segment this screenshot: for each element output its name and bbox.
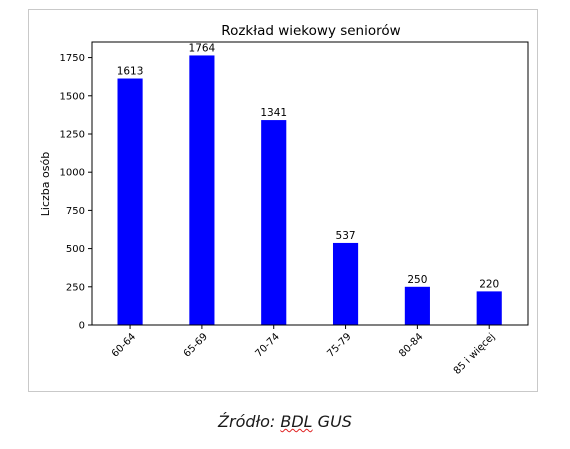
- x-tick-label: 80-84: [397, 331, 425, 359]
- caption-suffix: GUS: [312, 412, 352, 431]
- data-label: 537: [336, 230, 356, 242]
- bar: [117, 78, 143, 325]
- y-axis-label: Liczba osób: [39, 152, 52, 216]
- bar: [404, 286, 430, 325]
- bar: [332, 242, 359, 325]
- x-tick-label: 65-69: [182, 331, 210, 359]
- x-tick-label: 85 i więcej: [452, 331, 498, 377]
- y-tick-label: 750: [66, 206, 85, 217]
- bar: [261, 120, 287, 325]
- caption-underlined-word: BDL: [280, 412, 313, 431]
- data-label: 220: [479, 278, 499, 290]
- plot-area-frame: [91, 41, 529, 326]
- chart-title: Rozkład wiekowy seniorów: [221, 23, 400, 39]
- data-label: 250: [407, 274, 427, 286]
- caption-prefix: Źródło:: [218, 412, 281, 431]
- source-caption: Źródło: BDL GUS: [0, 412, 570, 431]
- x-tick-label: 75-79: [325, 331, 353, 359]
- y-tick-label: 1500: [60, 91, 85, 102]
- y-tick-label: 1750: [60, 53, 85, 64]
- y-tick-label: 1250: [60, 129, 85, 140]
- bar: [476, 291, 502, 325]
- x-tick-label: 70-74: [254, 331, 282, 359]
- data-label: 1341: [260, 107, 287, 119]
- x-tick-label: 60-64: [110, 331, 138, 359]
- y-tick-label: 250: [66, 282, 85, 293]
- y-tick-label: 0: [79, 321, 85, 332]
- y-tick-label: 1000: [60, 168, 85, 179]
- data-label: 1764: [189, 42, 216, 54]
- y-tick-label: 500: [66, 244, 85, 255]
- bar: [189, 55, 215, 325]
- data-label: 1613: [117, 66, 144, 78]
